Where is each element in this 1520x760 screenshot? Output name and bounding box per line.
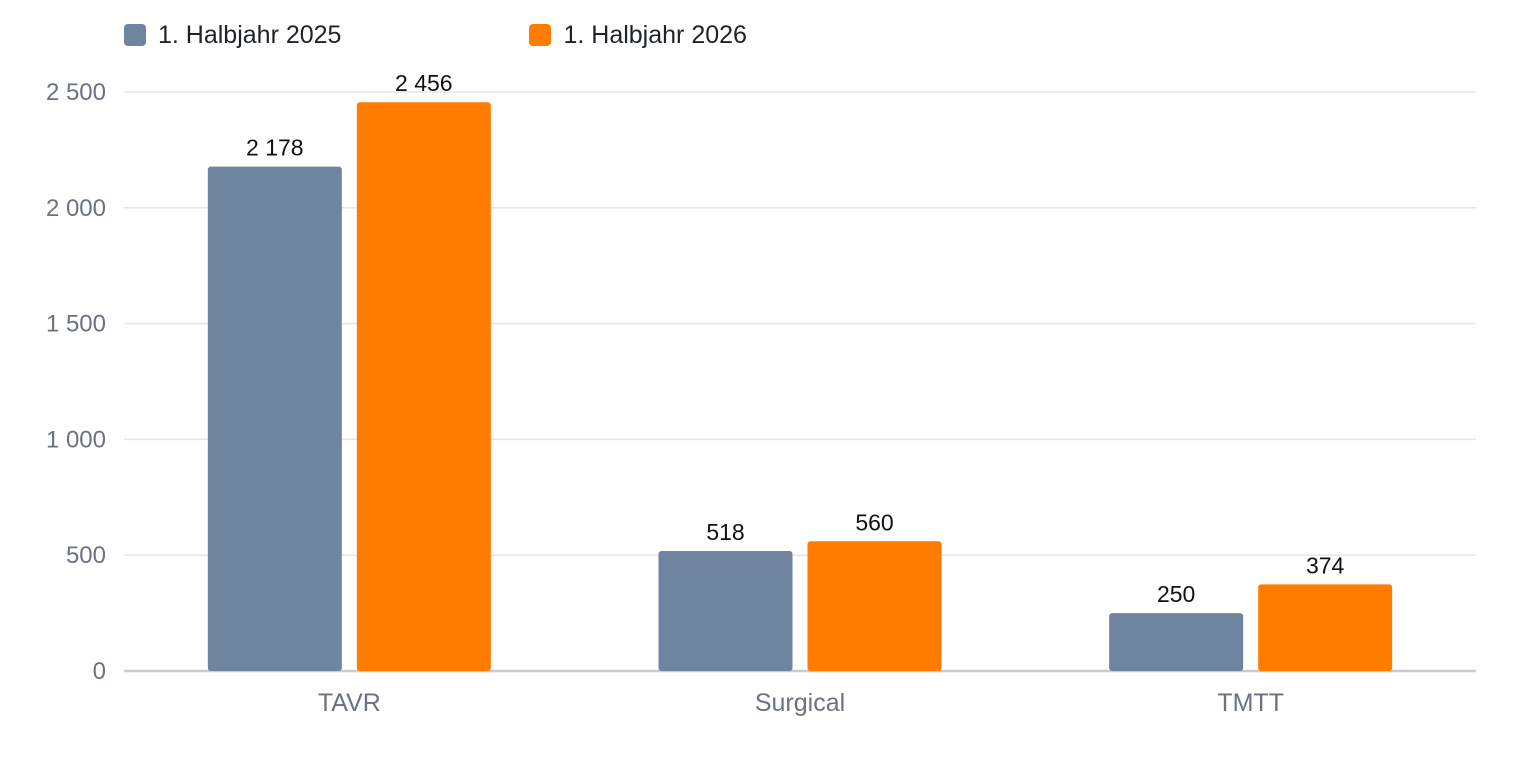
bar-tavr-series-2[interactable]	[356, 102, 491, 671]
legend-item-series-1[interactable]: 1. Halbjahr 2025	[124, 21, 341, 50]
data-label: 560	[855, 509, 893, 535]
legend-swatch-series-2	[529, 24, 552, 46]
bar-surgical-series-1[interactable]	[658, 551, 793, 671]
bar-tmtt-series-1[interactable]	[1109, 613, 1244, 671]
y-tick-label: 2 000	[46, 195, 106, 222]
y-tick-label: 1 500	[46, 311, 106, 338]
legend-item-series-2[interactable]: 1. Halbjahr 2026	[529, 20, 747, 50]
bar-tmtt-series-2[interactable]	[1258, 584, 1393, 671]
y-tick-label: 2 500	[46, 79, 106, 106]
data-label: 374	[1306, 552, 1345, 578]
data-label: 250	[1157, 581, 1195, 607]
chart-legend: 1. Halbjahr 2025 1. Halbjahr 2026	[124, 20, 747, 50]
data-label: 2 456	[395, 70, 453, 96]
y-tick-label: 1 000	[46, 426, 106, 453]
y-tick-label: 500	[66, 542, 106, 569]
legend-label-series-1: 1. Halbjahr 2025	[158, 20, 342, 49]
x-tick-label: Surgical	[755, 689, 845, 717]
bar-surgical-series-2[interactable]	[807, 541, 942, 671]
data-label: 518	[706, 519, 744, 545]
legend-swatch-series-1	[124, 24, 146, 46]
legend-label-series-2: 1. Halbjahr 2026	[563, 20, 747, 49]
data-label: 2 178	[246, 135, 304, 161]
y-tick-label: 0	[93, 658, 106, 685]
x-tick-label: TAVR	[318, 689, 381, 717]
bar-tavr-series-1[interactable]	[207, 166, 342, 671]
x-tick-label: TMTT	[1217, 689, 1284, 717]
